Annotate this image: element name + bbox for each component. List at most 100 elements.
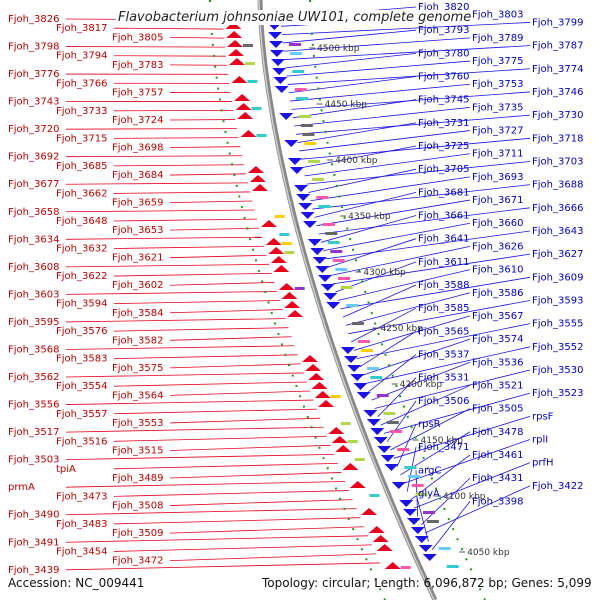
right-callout (283, 37, 471, 52)
right-gene-label: Fjoh_3611 (418, 257, 469, 268)
forward-gene (342, 463, 359, 470)
left-gene-label: Fjoh_3692 (8, 152, 59, 163)
reverse-gene (399, 500, 414, 507)
left-gene-label: prmA (8, 482, 35, 493)
right-callout (342, 284, 417, 318)
left-gene-label: Fjoh_3553 (112, 418, 163, 429)
left-gene-label: Fjoh_3720 (8, 124, 59, 135)
right-callout (420, 477, 471, 526)
reverse-gene (268, 41, 283, 48)
forward-gene (308, 373, 325, 380)
right-callout (353, 315, 471, 351)
left-gene-label: Fjoh_3517 (8, 427, 59, 438)
right-callout (318, 207, 531, 235)
left-callout (169, 444, 331, 451)
right-callout (310, 176, 471, 202)
left-callout (169, 390, 311, 396)
left-gene-label: Fjoh_3584 (112, 308, 163, 319)
left-gene-label: Fjoh_3783 (112, 60, 163, 71)
map-title: Flavobacterium johnsoniae UW101, complet… (116, 10, 474, 25)
left-callout (65, 46, 225, 48)
misc-feature (367, 367, 380, 370)
right-callout (415, 493, 429, 542)
reverse-gene (296, 194, 311, 201)
kbp-tick-label: 4100 kbp (443, 492, 486, 502)
right-callout (287, 68, 531, 85)
misc-feature (397, 448, 410, 451)
forward-gene (384, 562, 401, 569)
right-gene-label: Fjoh_3775 (472, 56, 523, 67)
left-callout (113, 517, 361, 525)
left-callout (113, 435, 328, 442)
right-gene-label: Fjoh_3661 (418, 211, 469, 222)
misc-feature (411, 484, 424, 487)
right-gene-label: Fjoh_3523 (532, 388, 583, 399)
misc-feature (302, 133, 315, 136)
right-callout (288, 76, 417, 94)
reverse-gene (310, 248, 325, 255)
right-gene-label: Fjoh_3745 (418, 95, 469, 106)
forward-gene (328, 427, 345, 434)
misc-feature (242, 44, 253, 47)
reverse-gene (273, 77, 288, 84)
left-gene-label: Fjoh_3554 (56, 381, 107, 392)
forward-gene (273, 265, 290, 272)
right-gene-label: Fjoh_3671 (472, 195, 523, 206)
right-gene-label: Fjoh_3705 (418, 164, 469, 175)
reverse-gene (279, 113, 294, 120)
right-callout (337, 269, 471, 301)
right-gene-label: Fjoh_3760 (418, 72, 469, 83)
reverse-gene (403, 509, 418, 516)
right-callout (281, 22, 531, 36)
right-callout (292, 99, 417, 119)
left-callout (65, 291, 278, 295)
right-callout (325, 230, 531, 260)
reverse-gene (418, 545, 433, 552)
misc-feature (307, 160, 320, 163)
left-gene-label: tpiA (56, 464, 76, 475)
right-callout (299, 130, 471, 152)
misc-feature (289, 52, 302, 55)
forward-gene (252, 184, 269, 191)
forward-gene (265, 238, 282, 245)
forward-gene (287, 310, 304, 317)
misc-feature (325, 232, 338, 235)
reverse-gene (315, 266, 330, 273)
forward-gene (270, 256, 287, 263)
right-gene-label: Fjoh_3731 (418, 118, 469, 129)
right-callout (284, 45, 531, 60)
left-callout (169, 336, 292, 341)
left-gene-label: Fjoh_3557 (56, 409, 107, 420)
left-gene-label: Fjoh_3634 (8, 234, 59, 245)
left-gene-label: Fjoh_3515 (112, 445, 163, 456)
right-gene-label: Fjoh_3398 (472, 496, 523, 507)
right-gene-label: rpsF (532, 411, 554, 422)
left-gene-label: Fjoh_3662 (56, 188, 107, 199)
misc-feature (284, 251, 295, 254)
right-callout (396, 423, 417, 467)
reverse-gene (294, 185, 309, 192)
right-gene-label: Fjoh_3746 (532, 87, 583, 98)
left-callout (65, 209, 255, 213)
misc-feature (296, 97, 309, 100)
misc-feature (400, 566, 411, 569)
left-callout (169, 36, 225, 39)
right-callout (356, 323, 531, 360)
misc-feature (340, 422, 351, 425)
right-callout (365, 346, 531, 384)
misc-feature (274, 215, 285, 218)
right-gene-label: Fjoh_3552 (532, 342, 583, 353)
misc-feature (244, 62, 255, 65)
right-gene-label: Fjoh_3471 (418, 442, 469, 453)
left-gene-label: Fjoh_3603 (8, 289, 59, 300)
right-callout (330, 246, 471, 276)
right-callout (332, 253, 531, 285)
right-callout (424, 485, 531, 534)
left-callout (65, 481, 346, 488)
right-callout (290, 83, 471, 102)
forward-gene (228, 58, 245, 65)
right-gene-label: Fjoh_3521 (472, 380, 523, 391)
left-gene-label: Fjoh_3659 (112, 198, 163, 209)
left-callout (113, 27, 224, 30)
reverse-gene (370, 428, 385, 435)
